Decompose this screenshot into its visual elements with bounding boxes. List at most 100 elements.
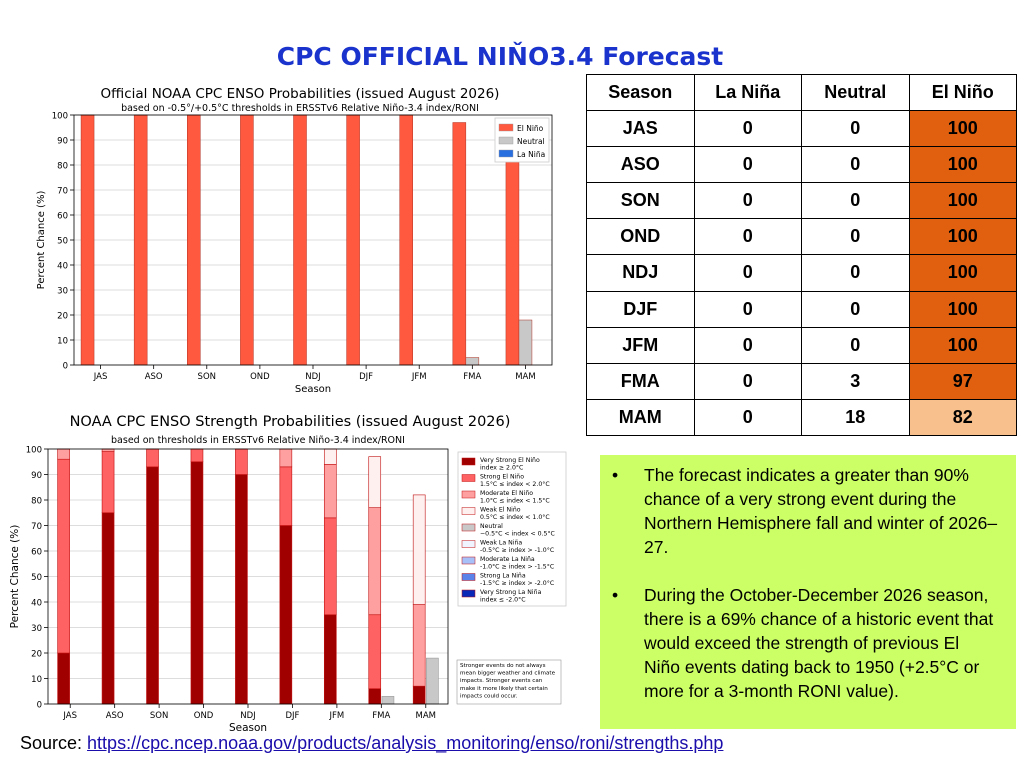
cell-el-nino: 100	[908, 146, 1017, 184]
table-row: ASO 0 0 100	[586, 146, 1017, 184]
chart-title: Official NOAA CPC ENSO Probabilities (is…	[101, 86, 500, 102]
x-tick-label: ASO	[145, 372, 163, 382]
bullet-item: • During the October-December 2026 seaso…	[610, 583, 1000, 703]
bar	[465, 357, 480, 366]
legend-label: Neutral	[517, 137, 545, 146]
stacked-bar-segment	[57, 652, 70, 705]
legend-label: Weak La Niña	[480, 540, 522, 547]
stacked-bar-segment	[279, 525, 293, 705]
x-tick-label: JFM	[411, 372, 427, 382]
stacked-bar-segment	[190, 448, 204, 463]
bullet-item: • The forecast indicates a greater than …	[610, 463, 1000, 559]
bullet-dot-icon: •	[612, 585, 619, 605]
note-line: impacts. Stronger events can	[460, 678, 543, 684]
table-header-el-nino: El Niño	[908, 74, 1017, 111]
y-tick-label: 80	[57, 162, 68, 172]
cell-la-nina: 0	[693, 182, 802, 220]
legend-label: Strong La Niña	[480, 573, 526, 580]
bar	[399, 114, 413, 366]
bar	[452, 122, 467, 366]
cell-season: MAM	[586, 398, 695, 437]
cell-neutral: 0	[801, 182, 910, 220]
legend-label-detail: 0.5°C ≤ index < 1.0°C	[480, 513, 550, 521]
bullet-text: During the October-December 2026 season,…	[644, 585, 994, 701]
source-link[interactable]: https://cpc.ncep.noaa.gov/products/analy…	[87, 733, 724, 753]
legend-label-detail: -1.5°C ≥ index > -2.0°C	[480, 579, 554, 587]
stacked-bar-segment	[412, 494, 426, 605]
cell-neutral: 0	[801, 146, 910, 184]
y-tick-label: 100	[26, 446, 42, 456]
legend-label: Moderate El Niño	[480, 490, 533, 497]
bar	[293, 114, 307, 366]
legend-label: Strong El Niño	[480, 474, 524, 481]
source-label: Source:	[20, 733, 88, 753]
legend-label: El Niño	[517, 124, 544, 133]
x-tick-label: MAM	[515, 372, 535, 382]
enso-probability-chart: Official NOAA CPC ENSO Probabilities (is…	[36, 86, 553, 395]
chart-title: NOAA CPC ENSO Strength Probabilities (is…	[70, 414, 511, 430]
y-tick-label: 50	[31, 573, 42, 583]
x-tick-label: DJF	[285, 711, 299, 721]
stacked-bar-segment	[146, 448, 159, 468]
table-row: SON 0 0 100	[586, 182, 1017, 220]
legend-label-detail: -1.0°C ≥ index > -1.5°C	[480, 563, 554, 571]
y-tick-label: 70	[57, 187, 68, 197]
x-tick-label: JAS	[62, 711, 77, 721]
cell-el-nino: 97	[908, 362, 1017, 400]
legend-label-detail: −0.5°C < index < 0.5°C	[480, 530, 555, 538]
x-axis-label: Season	[229, 722, 267, 734]
table-header-la-nina: La Niña	[693, 74, 802, 111]
y-tick-label: 20	[31, 650, 42, 660]
legend-label-detail: -0.5°C ≥ index > -1.0°C	[480, 546, 554, 554]
y-tick-label: 0	[37, 701, 42, 711]
legend-swatch	[498, 149, 514, 158]
table-row: JFM 0 0 100	[586, 326, 1017, 364]
bar	[187, 114, 201, 366]
legend-label-detail: index ≥ 2.0°C	[480, 464, 523, 472]
legend-label: Very Strong El Niño	[480, 457, 540, 464]
legend-label: Very Strong La Niña	[480, 589, 542, 596]
cell-neutral: 0	[801, 290, 910, 328]
cell-neutral: 3	[801, 362, 910, 400]
y-tick-label: 50	[57, 237, 68, 247]
cell-season: OND	[586, 218, 695, 256]
y-tick-label: 20	[57, 312, 68, 322]
bullet-text: The forecast indicates a greater than 90…	[644, 465, 998, 557]
legend-swatch	[461, 589, 476, 598]
impacts-note: Stronger events do not always mean bigger…	[456, 659, 562, 705]
cell-la-nina: 0	[693, 109, 802, 148]
cell-season: SON	[586, 182, 695, 220]
x-tick-label: OND	[250, 372, 270, 382]
stacked-bar-segment	[412, 685, 426, 705]
legend-label: La Niña	[517, 150, 545, 159]
note-line: impacts could occur.	[460, 693, 518, 699]
legend: El Niño Neutral La Niña	[494, 117, 550, 163]
cell-el-nino: 100	[908, 290, 1017, 328]
table-row: NDJ 0 0 100	[586, 254, 1017, 292]
cell-la-nina: 0	[693, 398, 802, 437]
x-tick-label: SON	[198, 372, 216, 382]
legend-swatch	[498, 123, 514, 132]
y-tick-label: 40	[57, 262, 68, 272]
note-box	[456, 659, 562, 705]
legend-swatch	[461, 573, 476, 581]
bar	[80, 114, 95, 366]
stacked-bar-segment	[235, 448, 248, 475]
stacked-bar-segment	[412, 604, 426, 687]
stacked-bar-segment	[101, 512, 115, 705]
stacked-bar-segment	[368, 688, 382, 705]
legend-label: Moderate La Niña	[480, 556, 535, 563]
neutral-bar	[381, 696, 395, 705]
neutral-bar	[426, 657, 439, 705]
cell-la-nina: 0	[693, 254, 802, 292]
stacked-bar-segment	[279, 448, 293, 468]
slide-title: CPC OFFICIAL NIŇO3.4 Forecast	[276, 42, 724, 71]
cell-season: JAS	[586, 109, 695, 148]
stacked-bar-segment	[101, 451, 115, 514]
bar	[240, 114, 254, 366]
y-axis-label: Percent Chance (%)	[36, 191, 47, 290]
legend-swatch	[498, 136, 514, 145]
y-tick-label: 0	[63, 362, 68, 372]
x-axis-label: Season	[295, 384, 331, 395]
